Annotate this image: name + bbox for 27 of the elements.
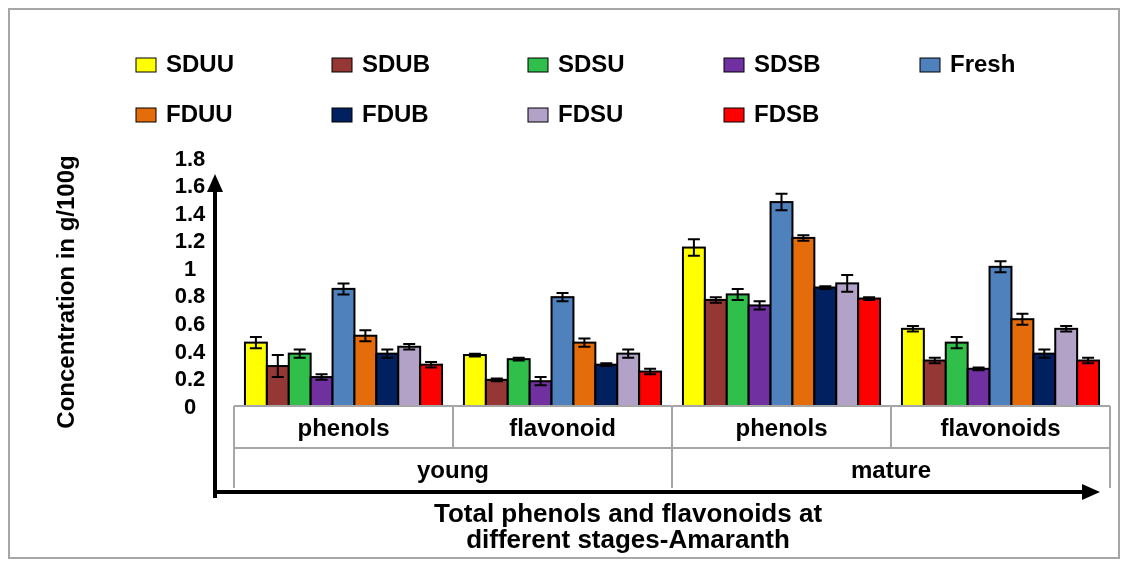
legend-label: SDSU (558, 50, 625, 77)
x-axis-title: Total phenols and flavonoids at different stages-Amaranth (433, 498, 823, 554)
x-tick-label: flavonoids (940, 414, 1061, 441)
y-axis-title: Concentration in g/100g (52, 155, 79, 429)
y-tick-label: 0 (183, 393, 197, 419)
legend-label: FDSU (558, 100, 624, 127)
y-tick-label: 0.8 (174, 283, 206, 309)
y-tick-label: 1 (183, 255, 197, 281)
legend-label: FDSB (754, 100, 820, 127)
legend-label: SDUU (166, 50, 235, 77)
x-tick-label: phenols (735, 414, 828, 441)
y-tick-label: 0.2 (174, 366, 206, 392)
x-tick-label: phenols (297, 414, 390, 441)
text: young (417, 456, 489, 483)
legend-label: SDUB (362, 50, 431, 77)
legend-label: Fresh (950, 50, 1016, 77)
y-tick-label: 0.6 (174, 311, 206, 337)
y-tick-label: 1.6 (174, 173, 206, 199)
legend-label: FDUB (362, 100, 429, 127)
y-tick-label: 1.2 (174, 228, 206, 254)
legend-label: FDUU (166, 100, 233, 127)
y-tick-label: 1.8 (174, 145, 206, 171)
x-tick-label: flavonoid (509, 414, 616, 441)
y-tick-label: 1.4 (174, 200, 207, 226)
legend-label: SDSB (754, 50, 821, 77)
y-tick-label: 0.4 (174, 338, 207, 364)
text: mature (850, 456, 932, 483)
